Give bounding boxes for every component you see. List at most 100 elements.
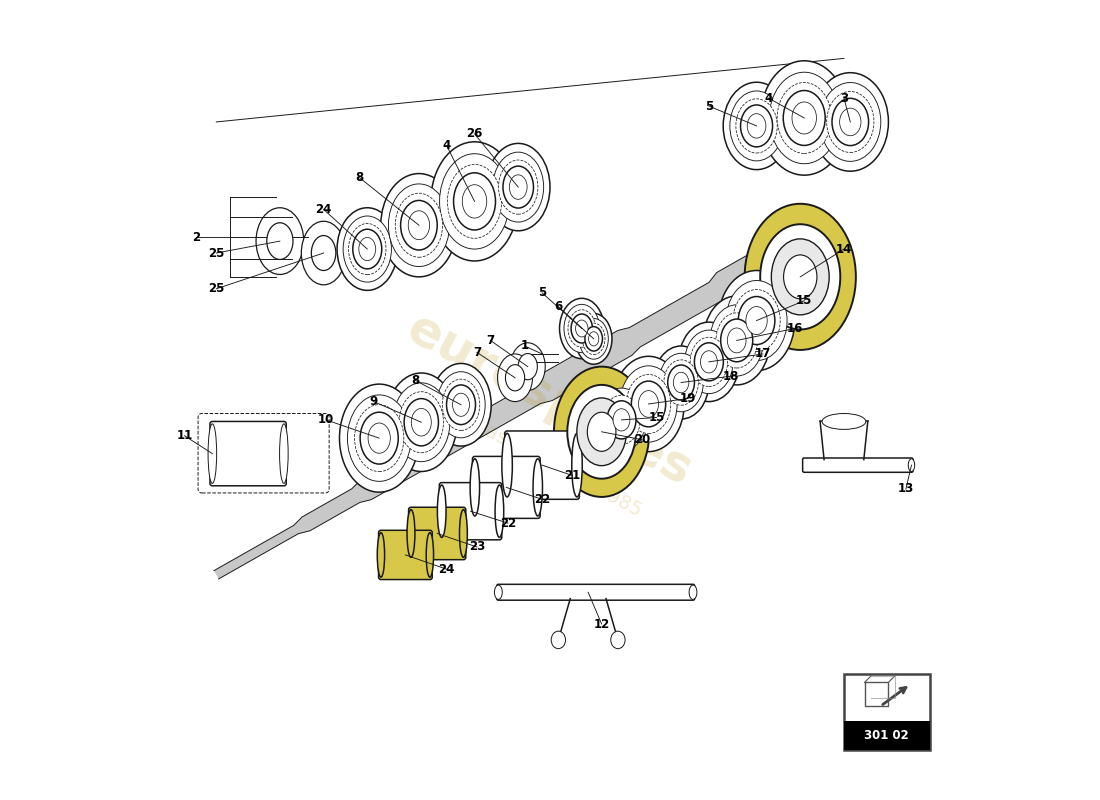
Ellipse shape bbox=[613, 356, 684, 452]
Ellipse shape bbox=[431, 363, 492, 446]
Ellipse shape bbox=[208, 424, 217, 483]
Ellipse shape bbox=[733, 290, 780, 351]
Ellipse shape bbox=[689, 585, 697, 599]
Text: 24: 24 bbox=[439, 562, 455, 576]
Ellipse shape bbox=[827, 91, 873, 153]
FancyBboxPatch shape bbox=[439, 482, 502, 540]
Text: 8: 8 bbox=[410, 374, 419, 386]
Ellipse shape bbox=[745, 204, 856, 350]
Ellipse shape bbox=[726, 281, 788, 361]
Ellipse shape bbox=[626, 374, 671, 434]
Text: 25: 25 bbox=[208, 246, 224, 259]
Ellipse shape bbox=[684, 330, 733, 394]
Text: 18: 18 bbox=[723, 370, 739, 382]
Ellipse shape bbox=[822, 414, 866, 430]
Ellipse shape bbox=[760, 224, 840, 330]
Ellipse shape bbox=[388, 184, 450, 266]
Ellipse shape bbox=[592, 380, 651, 459]
FancyBboxPatch shape bbox=[473, 457, 540, 518]
Ellipse shape bbox=[723, 82, 790, 170]
Ellipse shape bbox=[448, 165, 502, 238]
Ellipse shape bbox=[386, 373, 458, 471]
FancyBboxPatch shape bbox=[408, 507, 465, 560]
Ellipse shape bbox=[349, 223, 386, 274]
Text: 10: 10 bbox=[318, 414, 334, 426]
Text: 5: 5 bbox=[538, 286, 547, 299]
Polygon shape bbox=[214, 227, 812, 579]
Ellipse shape bbox=[716, 313, 758, 368]
Text: 9: 9 bbox=[370, 395, 377, 408]
Ellipse shape bbox=[393, 383, 450, 462]
Ellipse shape bbox=[597, 388, 646, 452]
Ellipse shape bbox=[377, 533, 385, 577]
Ellipse shape bbox=[663, 360, 698, 405]
Ellipse shape bbox=[340, 384, 419, 492]
Ellipse shape bbox=[607, 401, 636, 439]
Ellipse shape bbox=[564, 304, 600, 353]
Ellipse shape bbox=[447, 385, 475, 425]
Ellipse shape bbox=[703, 296, 770, 385]
Ellipse shape bbox=[720, 319, 752, 362]
Ellipse shape bbox=[718, 270, 794, 370]
Ellipse shape bbox=[673, 372, 689, 393]
Ellipse shape bbox=[909, 458, 915, 471]
Ellipse shape bbox=[587, 412, 616, 451]
Text: a passion since 1985: a passion since 1985 bbox=[455, 407, 645, 520]
Ellipse shape bbox=[631, 381, 666, 427]
Ellipse shape bbox=[812, 73, 889, 171]
Text: 7: 7 bbox=[486, 334, 495, 347]
Ellipse shape bbox=[279, 424, 288, 483]
FancyBboxPatch shape bbox=[210, 422, 286, 486]
Ellipse shape bbox=[730, 91, 783, 161]
Ellipse shape bbox=[404, 398, 439, 446]
Text: 22: 22 bbox=[534, 493, 550, 506]
Text: eurospares: eurospares bbox=[399, 305, 701, 495]
Ellipse shape bbox=[560, 298, 604, 358]
Ellipse shape bbox=[736, 99, 778, 153]
Text: 19: 19 bbox=[680, 392, 696, 405]
Ellipse shape bbox=[337, 208, 397, 290]
Ellipse shape bbox=[426, 533, 433, 577]
Text: 16: 16 bbox=[786, 322, 803, 335]
Ellipse shape bbox=[690, 338, 727, 386]
Ellipse shape bbox=[572, 434, 582, 497]
Ellipse shape bbox=[311, 235, 336, 270]
Text: 1: 1 bbox=[520, 339, 529, 353]
Ellipse shape bbox=[486, 143, 550, 230]
Ellipse shape bbox=[400, 201, 437, 250]
Ellipse shape bbox=[783, 255, 817, 298]
Text: 14: 14 bbox=[836, 242, 852, 255]
Ellipse shape bbox=[503, 166, 534, 208]
Text: 12: 12 bbox=[594, 618, 609, 630]
Text: 21: 21 bbox=[564, 469, 581, 482]
Ellipse shape bbox=[679, 322, 739, 402]
Ellipse shape bbox=[771, 239, 829, 315]
Ellipse shape bbox=[575, 314, 612, 364]
Ellipse shape bbox=[832, 98, 869, 146]
Bar bbox=[844, 721, 930, 750]
Ellipse shape bbox=[348, 395, 411, 482]
Ellipse shape bbox=[760, 61, 848, 175]
Ellipse shape bbox=[582, 323, 605, 354]
FancyBboxPatch shape bbox=[497, 584, 694, 600]
Text: 6: 6 bbox=[553, 300, 562, 313]
Ellipse shape bbox=[359, 238, 376, 261]
Ellipse shape bbox=[399, 392, 443, 453]
Ellipse shape bbox=[495, 585, 503, 599]
Text: 5: 5 bbox=[705, 99, 713, 113]
FancyBboxPatch shape bbox=[505, 431, 580, 499]
Ellipse shape bbox=[534, 458, 542, 516]
Ellipse shape bbox=[462, 185, 487, 218]
Ellipse shape bbox=[502, 434, 513, 497]
Ellipse shape bbox=[368, 423, 390, 454]
Ellipse shape bbox=[411, 409, 431, 436]
Text: 4: 4 bbox=[764, 92, 772, 105]
Ellipse shape bbox=[613, 409, 630, 431]
Ellipse shape bbox=[509, 175, 527, 199]
Text: 11: 11 bbox=[176, 430, 192, 442]
Ellipse shape bbox=[638, 390, 659, 418]
Text: 3: 3 bbox=[840, 92, 848, 105]
Ellipse shape bbox=[747, 114, 766, 138]
Ellipse shape bbox=[493, 152, 543, 222]
Ellipse shape bbox=[579, 318, 608, 359]
